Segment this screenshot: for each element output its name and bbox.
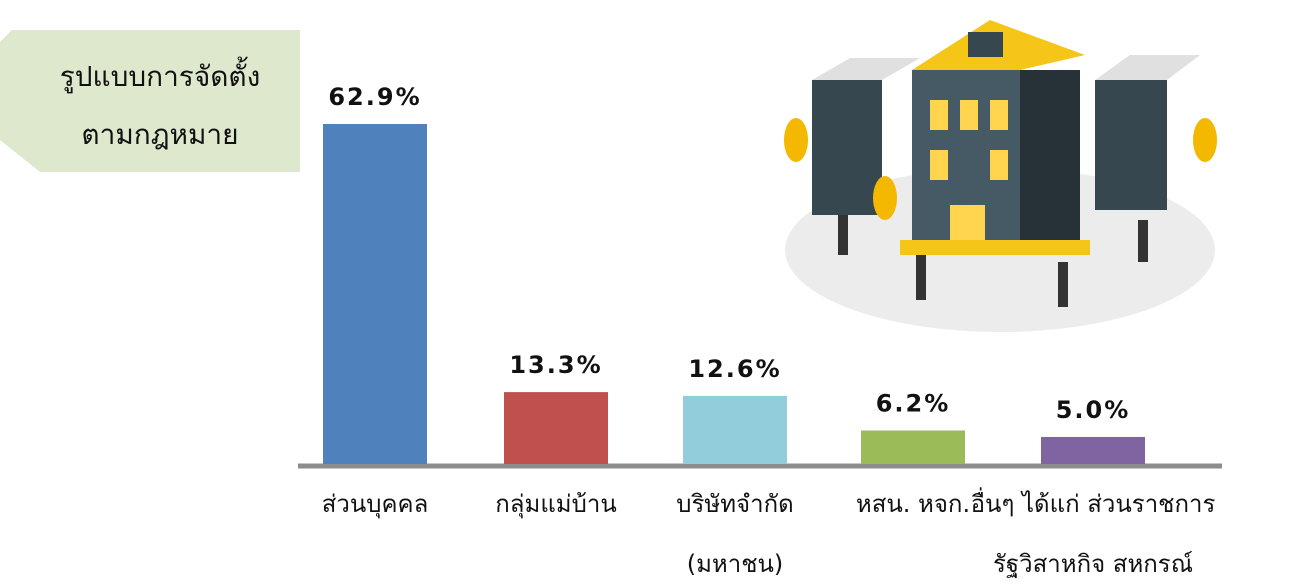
title-box (0, 30, 300, 172)
value-label: 6.2% (876, 389, 951, 417)
bar (683, 395, 787, 464)
x-tick-label: หสน. หจก. (856, 490, 970, 518)
x-tick-label: บริษัทจำกัด(มหาชน) (676, 490, 793, 578)
value-label: 62.9% (328, 83, 421, 111)
x-tick-label: อื่นๆ ได้แก่ ส่วนราชการรัฐวิสาหกิจ สหกรณ… (971, 487, 1216, 578)
value-label: 13.3% (509, 351, 602, 379)
x-tick-label: ส่วนบุคคล (322, 490, 429, 519)
value-label: 12.6% (688, 355, 781, 383)
bar (504, 392, 608, 464)
value-label: 5.0% (1056, 396, 1131, 424)
x-tick-label: กลุ่มแม่บ้าน (495, 490, 616, 519)
bar (323, 124, 427, 464)
illustration (784, 20, 1217, 332)
bar (861, 430, 965, 464)
bar (1041, 436, 1145, 464)
chart-title: รูปแบบการจัดตั้งตามกฎหมาย (60, 56, 261, 151)
